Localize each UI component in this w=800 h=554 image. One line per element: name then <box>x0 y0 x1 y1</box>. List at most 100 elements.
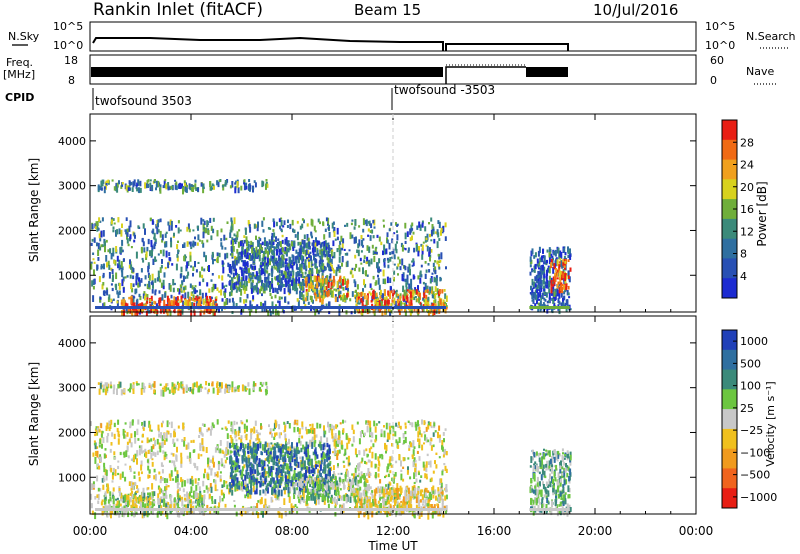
heatmap-cell <box>404 240 407 244</box>
heatmap-cell <box>92 258 95 261</box>
heatmap-cell <box>275 480 278 483</box>
heatmap-cell <box>116 186 119 193</box>
heatmap-cell <box>354 307 356 314</box>
heatmap-cell <box>395 439 398 444</box>
heatmap-cell <box>305 446 308 453</box>
heatmap-cell <box>561 274 563 281</box>
heatmap-cell <box>249 455 252 460</box>
heatmap-cell <box>389 426 391 430</box>
heatmap-cell <box>162 502 165 507</box>
heatmap-cell <box>161 437 164 442</box>
heatmap-cell <box>418 221 421 228</box>
heatmap-cell <box>274 419 277 424</box>
heatmap-cell <box>317 240 320 245</box>
heatmap-cell <box>98 444 101 448</box>
heatmap-cell <box>408 283 411 290</box>
heatmap-cell <box>113 433 116 440</box>
heatmap-cell <box>146 307 149 314</box>
heatmap-cell <box>307 429 310 434</box>
heatmap-cell <box>267 280 270 284</box>
heatmap-cell <box>164 292 167 298</box>
heatmap-cell <box>141 422 144 426</box>
heatmap-cell <box>263 468 266 475</box>
heatmap-cell <box>181 439 184 443</box>
heatmap-cell <box>180 295 183 303</box>
heatmap-cell <box>202 183 205 189</box>
heatmap-cell <box>559 270 562 278</box>
heatmap-cell <box>104 454 107 458</box>
heatmap-cell <box>264 269 267 273</box>
heatmap-cell <box>206 220 209 228</box>
heatmap-cell <box>96 494 99 498</box>
heatmap-cell <box>243 182 246 185</box>
heatmap-cell <box>272 229 275 232</box>
heatmap-cell <box>118 283 121 290</box>
heatmap-cell <box>173 282 176 286</box>
heatmap-cell <box>223 453 226 458</box>
heatmap-cell <box>281 234 284 238</box>
heatmap-cell <box>170 470 173 477</box>
heatmap-cell <box>327 244 330 251</box>
heatmap-cell <box>396 293 399 297</box>
heatmap-cell <box>297 300 300 307</box>
heatmap-cell <box>108 294 111 300</box>
heatmap-cell <box>192 266 195 271</box>
heatmap-cell <box>375 434 378 441</box>
heatmap-cell <box>445 468 448 473</box>
heatmap-cell <box>202 278 205 283</box>
heatmap-cell <box>284 471 287 479</box>
heatmap-cell <box>294 234 297 238</box>
heatmap-cell <box>102 230 105 237</box>
heatmap-cell <box>147 266 150 273</box>
heatmap-cell <box>539 273 542 278</box>
heatmap-cell <box>203 227 206 230</box>
heatmap-cell <box>287 263 290 267</box>
heatmap-cell <box>170 299 173 306</box>
heatmap-cell <box>265 450 268 456</box>
heatmap-cell <box>300 307 303 311</box>
heatmap-cell <box>274 443 277 446</box>
heatmap-cell <box>200 182 203 187</box>
heatmap-cell <box>418 426 421 433</box>
heatmap-cell <box>255 306 257 314</box>
heatmap-cell <box>203 268 206 272</box>
heatmap-cell <box>257 443 260 451</box>
ytick-label: 2000 <box>58 224 86 237</box>
heatmap-cell <box>180 477 183 483</box>
heatmap-cell <box>404 292 407 299</box>
heatmap-cell <box>418 442 421 449</box>
heatmap-cell <box>551 308 553 313</box>
heatmap-cell <box>372 250 375 255</box>
heatmap-cell <box>305 249 308 255</box>
heatmap-cell <box>432 291 435 296</box>
heatmap-cell <box>267 448 270 451</box>
heatmap-cell <box>311 423 314 430</box>
heatmap-cell <box>433 276 436 283</box>
heatmap-cell <box>542 308 545 313</box>
heatmap-cell <box>232 246 235 252</box>
heatmap-cell <box>240 435 243 440</box>
heatmap-cell <box>278 273 281 281</box>
heatmap-cell <box>259 276 262 283</box>
heatmap-cell <box>212 228 215 234</box>
freq-label-line1: Freq. <box>6 56 33 69</box>
heatmap-cell <box>354 267 356 272</box>
heatmap-cell <box>382 269 385 277</box>
heatmap-cell <box>542 255 545 259</box>
heatmap-cell <box>308 259 310 262</box>
heatmap-cell <box>102 437 105 443</box>
heatmap-cell <box>92 252 95 255</box>
heatmap-cell <box>272 258 275 264</box>
heatmap-cell <box>277 245 280 250</box>
heatmap-cell <box>306 223 309 227</box>
heatmap-cell <box>288 423 291 429</box>
heatmap-cell <box>212 311 215 318</box>
heatmap-cell <box>297 241 300 246</box>
heatmap-cell <box>245 281 248 287</box>
heatmap-cell <box>302 444 305 450</box>
heatmap-cell <box>438 221 441 229</box>
heatmap-cell <box>105 469 108 476</box>
heatmap-cell <box>233 283 236 289</box>
heatmap-cell <box>529 306 570 309</box>
